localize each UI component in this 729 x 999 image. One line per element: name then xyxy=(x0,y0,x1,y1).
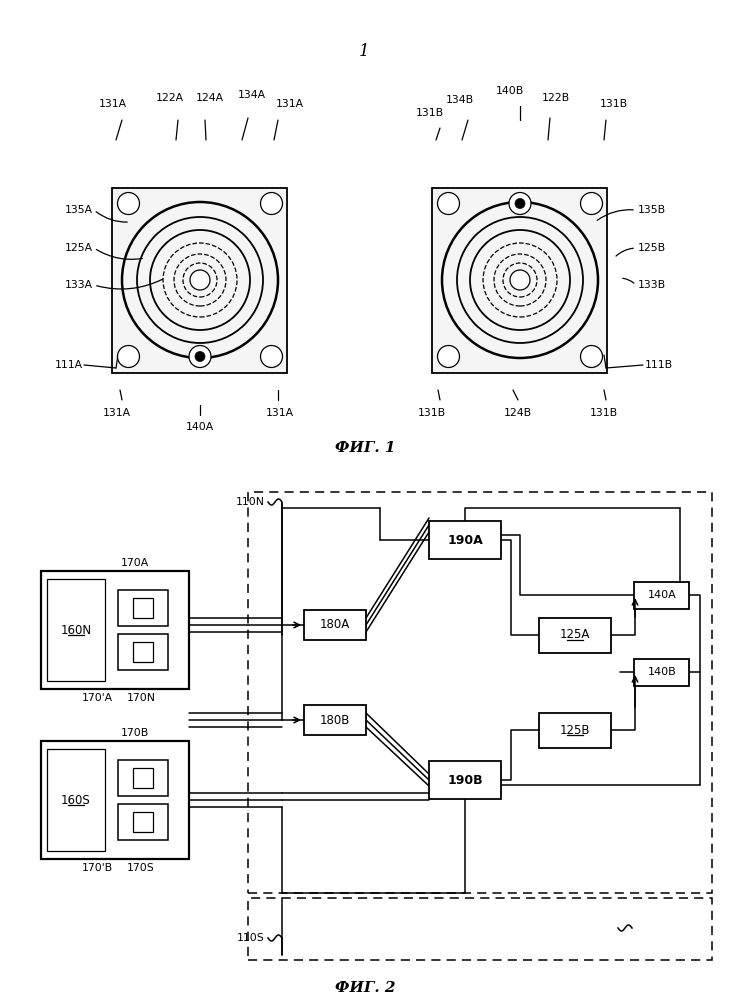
Circle shape xyxy=(437,346,459,368)
Bar xyxy=(304,705,366,735)
Text: 133B: 133B xyxy=(638,280,666,290)
Text: 140A: 140A xyxy=(186,422,214,432)
Circle shape xyxy=(195,352,205,362)
Text: 131A: 131A xyxy=(99,99,127,109)
Text: 125B: 125B xyxy=(638,243,666,253)
Text: 133A: 133A xyxy=(65,280,93,290)
Text: 170'A: 170'A xyxy=(82,693,112,703)
Text: ФИГ. 1: ФИГ. 1 xyxy=(335,441,395,455)
Bar xyxy=(118,760,168,796)
Text: 131B: 131B xyxy=(416,108,444,118)
Text: 170A: 170A xyxy=(121,558,149,568)
Bar xyxy=(118,590,168,626)
Circle shape xyxy=(509,193,531,215)
Text: 125A: 125A xyxy=(65,243,93,253)
Bar xyxy=(133,812,153,832)
Text: 180A: 180A xyxy=(320,618,350,631)
Text: 180B: 180B xyxy=(320,713,350,726)
Circle shape xyxy=(437,193,459,215)
Text: 124A: 124A xyxy=(196,93,224,103)
Text: 131A: 131A xyxy=(103,408,131,418)
Circle shape xyxy=(117,346,139,368)
Text: 1: 1 xyxy=(359,44,370,61)
Text: 160N: 160N xyxy=(61,623,92,636)
Bar xyxy=(539,712,611,747)
Bar xyxy=(539,617,611,652)
Bar xyxy=(429,521,501,559)
Text: 170S: 170S xyxy=(127,863,155,873)
Text: 140A: 140A xyxy=(647,590,677,600)
Bar xyxy=(634,581,690,608)
Text: 135A: 135A xyxy=(65,205,93,215)
Text: 135B: 135B xyxy=(638,205,666,215)
Circle shape xyxy=(510,270,530,290)
Text: 190B: 190B xyxy=(447,773,483,786)
Text: 122A: 122A xyxy=(156,93,184,103)
Circle shape xyxy=(189,346,211,368)
Bar xyxy=(304,610,366,640)
Circle shape xyxy=(117,193,139,215)
Text: 110N: 110N xyxy=(236,497,265,507)
Text: 140B: 140B xyxy=(647,667,677,677)
Text: 131B: 131B xyxy=(600,99,628,109)
Bar xyxy=(118,804,168,840)
Text: 124B: 124B xyxy=(504,408,532,418)
Bar xyxy=(133,768,153,788)
Circle shape xyxy=(190,270,210,290)
Text: 111A: 111A xyxy=(55,360,83,370)
Bar xyxy=(112,188,287,373)
Text: 190A: 190A xyxy=(447,533,483,546)
Text: 131B: 131B xyxy=(590,408,618,418)
Circle shape xyxy=(580,346,602,368)
Text: 131A: 131A xyxy=(276,99,304,109)
Circle shape xyxy=(260,193,283,215)
Circle shape xyxy=(260,346,283,368)
Text: 140B: 140B xyxy=(496,86,524,96)
Text: 111B: 111B xyxy=(645,360,673,370)
Text: 170N: 170N xyxy=(127,693,155,703)
Bar xyxy=(248,898,712,960)
Text: 125A: 125A xyxy=(560,628,590,641)
Bar xyxy=(41,571,189,689)
Bar xyxy=(429,761,501,799)
Circle shape xyxy=(515,199,525,209)
Text: 134B: 134B xyxy=(446,95,474,105)
Text: 134A: 134A xyxy=(238,90,266,100)
Text: ФИГ. 2: ФИГ. 2 xyxy=(335,981,395,995)
Text: 131A: 131A xyxy=(266,408,294,418)
Text: 160S: 160S xyxy=(61,793,91,806)
Text: 170'B: 170'B xyxy=(82,863,112,873)
Text: 131B: 131B xyxy=(418,408,446,418)
Circle shape xyxy=(580,193,602,215)
Bar xyxy=(248,492,712,893)
Text: 170B: 170B xyxy=(121,728,149,738)
Text: 125B: 125B xyxy=(560,723,590,736)
Bar xyxy=(634,658,690,685)
Bar xyxy=(41,741,189,859)
Bar xyxy=(432,188,607,373)
Bar xyxy=(47,579,105,681)
Text: 110S: 110S xyxy=(237,933,265,943)
Bar xyxy=(133,598,153,618)
Bar xyxy=(47,749,105,851)
Text: 122B: 122B xyxy=(542,93,570,103)
Bar xyxy=(133,642,153,662)
Bar xyxy=(118,634,168,670)
